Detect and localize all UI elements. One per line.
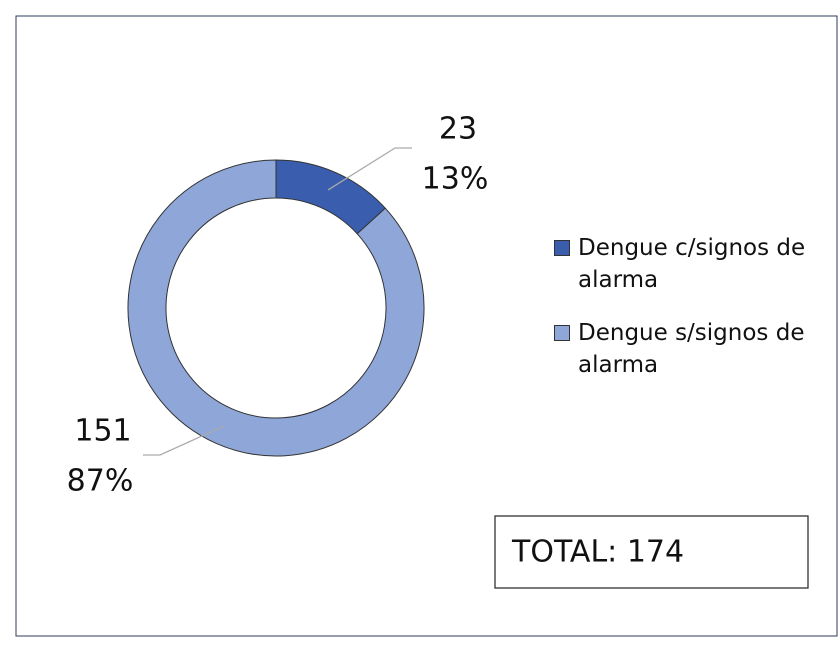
value-label: 151: [74, 414, 131, 449]
value-label: 23: [439, 112, 477, 147]
percent-label: 13%: [422, 162, 489, 197]
leader-line: [327, 147, 412, 191]
total-annotation: TOTAL: 174: [511, 535, 684, 570]
leader-line: [143, 425, 225, 456]
legend-label: Dengue c/signos de alarma: [578, 235, 806, 293]
legend-swatch: [554, 325, 570, 341]
donut-slice: [127, 159, 425, 457]
legend-label: Dengue s/signos de alarma: [578, 320, 805, 378]
legend-swatch: [554, 240, 570, 256]
total-box: [494, 515, 809, 589]
legend-item: Dengue s/signos de alarma: [554, 317, 838, 381]
percent-label: 87%: [67, 464, 134, 499]
legend-item: Dengue c/signos de alarma: [554, 232, 838, 296]
frame-border: [15, 15, 838, 637]
